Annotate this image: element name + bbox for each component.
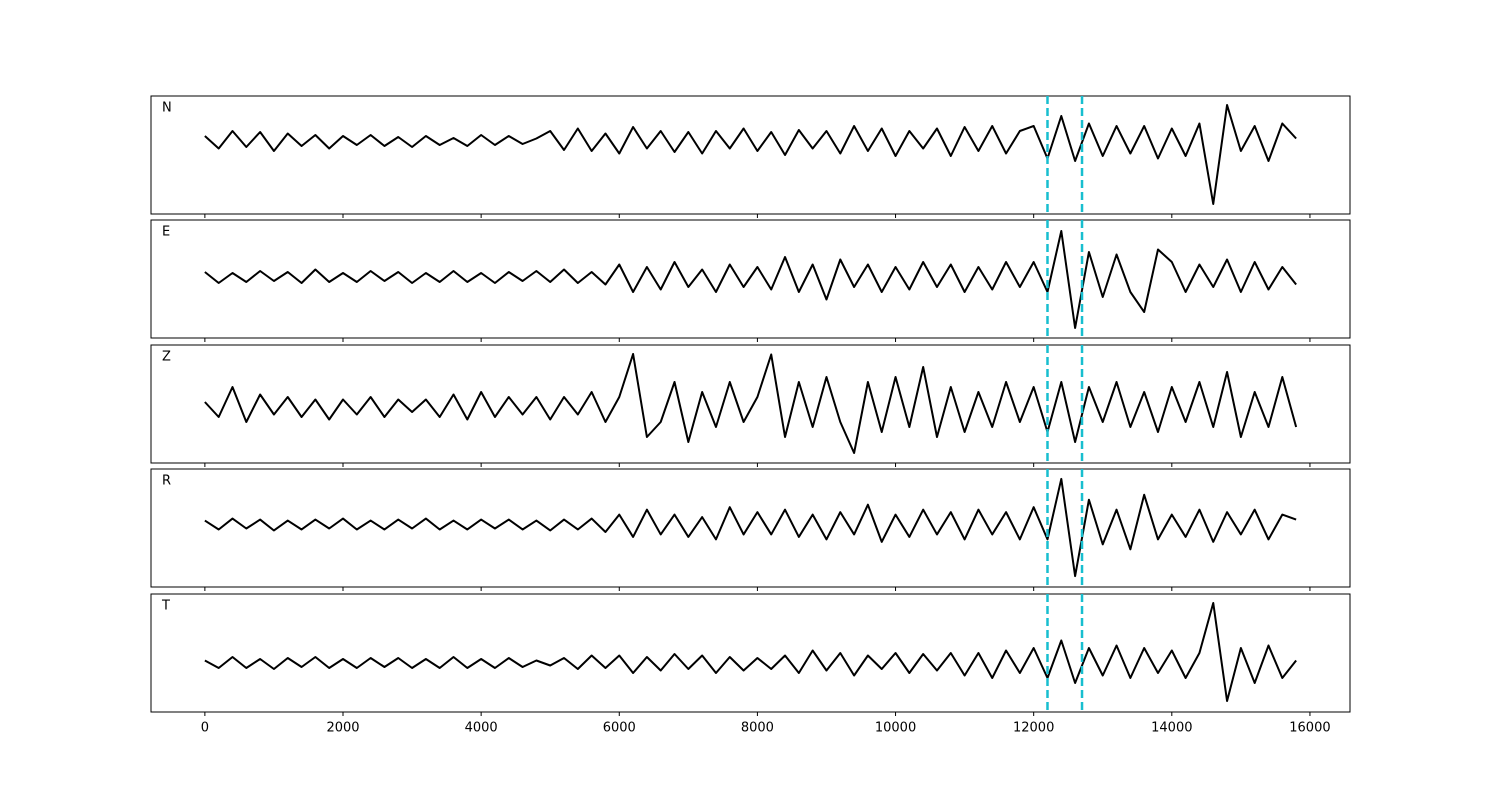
panel-label: N: [162, 101, 172, 116]
x-tick-label: 8000: [741, 721, 774, 736]
waveform: [204, 477, 1297, 578]
waveform: [204, 602, 1297, 702]
panel-label: R: [162, 474, 171, 489]
waveform: [204, 353, 1298, 454]
panel-label: E: [162, 225, 170, 240]
panel-label: T: [161, 599, 170, 614]
x-tick-label: 16000: [1289, 721, 1330, 736]
x-tick-label: 10000: [875, 721, 916, 736]
x-tick-label: 12000: [1013, 721, 1054, 736]
panel-label: Z: [162, 350, 171, 365]
x-tick-label: 2000: [326, 721, 359, 736]
x-tick-label: 4000: [465, 721, 498, 736]
waveform: [204, 230, 1297, 329]
x-tick-label: 0: [201, 721, 209, 736]
panel-frame: [150, 219, 1351, 339]
x-tick-label: 14000: [1151, 721, 1192, 736]
panel-frame: [150, 344, 1351, 464]
x-tick-label: 6000: [603, 721, 636, 736]
panel-frame: [150, 95, 1351, 215]
panel-frame: [150, 593, 1351, 713]
panel-frame: [150, 468, 1351, 588]
waveform: [204, 104, 1297, 205]
